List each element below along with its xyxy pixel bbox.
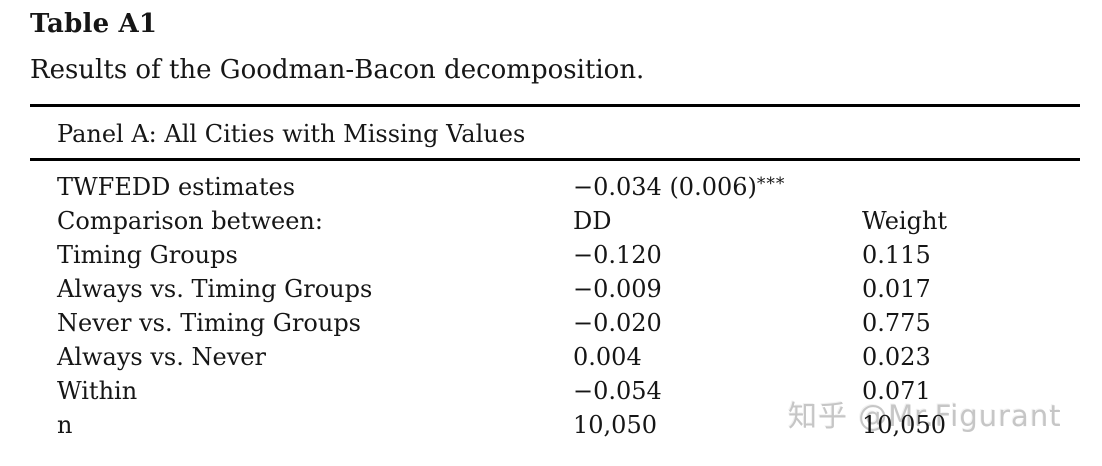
panel-header-rule <box>30 158 1080 161</box>
row-label: Always vs. Never <box>57 343 266 371</box>
table-top-rule <box>30 104 1080 107</box>
row-weight-value <box>862 170 1080 204</box>
weight-column-header: Weight <box>862 207 948 235</box>
table-row-always-vs-timing: Always vs. Timing Groups −0.009 0.017 <box>30 272 1080 306</box>
row-dd-value: −0.034 (0.006)*** <box>573 173 786 201</box>
table-row-n: n 10,050 10,050 <box>30 408 1080 442</box>
table-row-comparison-header: Comparison between: DD Weight <box>30 204 1080 238</box>
row-weight-value: 0.115 <box>862 241 931 269</box>
row-weight-value: 0.023 <box>862 343 931 371</box>
row-weight-value: 0.775 <box>862 309 931 337</box>
table-row-always-vs-never: Always vs. Never 0.004 0.023 <box>30 340 1080 374</box>
table-row-never-vs-timing: Never vs. Timing Groups −0.020 0.775 <box>30 306 1080 340</box>
table-caption: Results of the Goodman-Bacon decompositi… <box>30 55 645 85</box>
row-weight-value: 0.017 <box>862 275 931 303</box>
row-dd-value: 10,050 <box>573 411 657 439</box>
table-row-timing-groups: Timing Groups −0.120 0.115 <box>30 238 1080 272</box>
row-weight-value: 10,050 <box>862 411 946 439</box>
table-title: Table A1 <box>30 9 158 39</box>
significance-stars: *** <box>756 174 786 194</box>
row-dd-value: −0.020 <box>573 309 662 337</box>
row-dd-value: 0.004 <box>573 343 642 371</box>
row-dd-value: −0.120 <box>573 241 662 269</box>
panel-a-header: Panel A: All Cities with Missing Values <box>57 120 526 148</box>
table-row-twfedd: TWFEDD estimates −0.034 (0.006)*** <box>30 170 1080 204</box>
row-label: Comparison between: <box>57 207 323 235</box>
row-label: TWFEDD estimates <box>57 173 296 201</box>
row-label: Always vs. Timing Groups <box>57 275 373 303</box>
table-row-within: Within −0.054 0.071 <box>30 374 1080 408</box>
zhihu-watermark: 知乎 @Mr.Figurant <box>788 399 1062 433</box>
row-dd-value: −0.009 <box>573 275 662 303</box>
row-label: Within <box>57 377 138 405</box>
row-label: n <box>57 411 73 439</box>
row-label: Timing Groups <box>57 241 238 269</box>
row-label: Never vs. Timing Groups <box>57 309 361 337</box>
row-weight-value: 0.071 <box>862 377 931 405</box>
table-body: TWFEDD estimates −0.034 (0.006)*** Compa… <box>30 170 1080 442</box>
row-dd-value: −0.054 <box>573 377 662 405</box>
dd-column-header: DD <box>573 207 612 235</box>
